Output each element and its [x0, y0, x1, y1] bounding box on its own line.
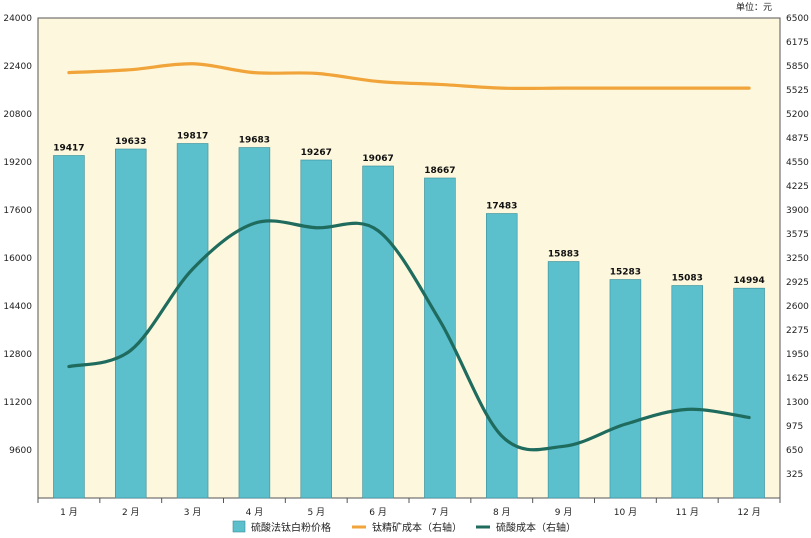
x-tick-label: 9 月: [555, 507, 573, 518]
right-tick-label: 6175: [786, 38, 809, 48]
bar: [671, 285, 704, 499]
unit-label: 单位：元: [736, 1, 772, 13]
bar: [114, 148, 147, 499]
bar-value-label: 15083: [672, 274, 703, 284]
x-tick-label: 12 月: [737, 507, 760, 518]
right-tick-label: 4550: [786, 158, 809, 168]
right-tick-label: 975: [786, 422, 803, 432]
bar-value-label: 19633: [115, 137, 146, 147]
left-tick-label: 16000: [3, 254, 32, 264]
bar-value-label: 19417: [53, 143, 84, 153]
bar-data-labels: 19417 19633 19817 19683 19267 19067 18667 17483…: [53, 131, 764, 286]
left-tick-label: 19200: [3, 158, 32, 168]
right-axis: 325 650 975 1300 1625 1950 2275 2600 2925 3250 357…: [786, 14, 809, 480]
plot-background: [37, 17, 781, 499]
right-tick-label: 1625: [786, 374, 809, 384]
right-tick-label: 650: [786, 446, 803, 456]
right-tick-label: 2925: [786, 278, 809, 288]
bar-value-label: 19683: [239, 136, 270, 146]
x-tick-label: 6 月: [369, 507, 387, 518]
right-tick-label: 2600: [786, 302, 809, 312]
bar-value-label: 19067: [362, 154, 393, 164]
x-tick-label: 5 月: [307, 507, 325, 518]
right-tick-label: 5850: [786, 62, 809, 72]
x-tick-label: 1 月: [60, 507, 78, 518]
bar-value-label: 19267: [301, 148, 332, 158]
bar-series: [53, 143, 765, 499]
x-axis: 1 月 2 月 3 月 4 月 5 月 6 月 7 月 8 月 9 月 10 月 11 月 12 月: [37, 498, 781, 518]
x-tick-label: 10 月: [614, 507, 637, 518]
bar: [238, 147, 271, 499]
titanium-ore-cost-line: [67, 62, 751, 91]
bar: [53, 155, 85, 499]
right-tick-label: 3900: [786, 206, 809, 216]
left-tick-label: 12800: [3, 350, 32, 360]
left-tick-label: 20800: [3, 110, 32, 120]
right-tick-label: 4875: [786, 134, 809, 144]
right-tick-label: 6500: [786, 14, 809, 24]
right-tick-label: 5525: [786, 86, 809, 96]
bar-value-label: 14994: [733, 276, 764, 286]
bar: [300, 159, 333, 499]
x-tick-label: 11 月: [676, 507, 699, 518]
right-tick-label: 1300: [786, 398, 809, 408]
right-tick-label: 325: [786, 470, 803, 480]
bar-value-label: 15283: [610, 268, 641, 278]
x-tick-label: 8 月: [493, 507, 511, 518]
left-tick-label: 24000: [3, 14, 32, 24]
left-tick-label: 11200: [3, 398, 32, 408]
sulfuric-acid-cost-line: [67, 219, 751, 452]
legend-label-acid: 硫酸成本（右轴）: [496, 521, 576, 534]
legend: 硫酸法钛白粉价格 钛精矿成本（右轴） 硫酸成本（右轴）: [232, 520, 576, 534]
bar-value-label: 19817: [177, 131, 208, 141]
bar-value-label: 17483: [486, 202, 517, 212]
left-tick-label: 22400: [3, 62, 32, 72]
right-tick-label: 3575: [786, 230, 809, 240]
left-tick-label: 9600: [9, 446, 32, 456]
bar: [485, 213, 518, 499]
x-tick-label: 2 月: [122, 507, 140, 518]
bar-value-label: 15883: [548, 250, 579, 260]
left-tick-label: 17600: [3, 206, 32, 216]
x-tick-label: 7 月: [431, 507, 449, 518]
legend-swatch-bar: [232, 520, 246, 533]
bar: [609, 279, 642, 499]
legend-label-ore: 钛精矿成本（右轴）: [372, 521, 462, 534]
line-series: [67, 62, 751, 452]
right-tick-label: 2275: [786, 326, 809, 336]
right-tick-label: 1950: [786, 350, 809, 360]
bar: [733, 287, 765, 499]
left-axis: 9600 11200 12800 14400 16000 17600 19200 20800 2…: [3, 14, 32, 456]
x-tick-label: 4 月: [246, 507, 264, 518]
bar-value-label: 18667: [424, 166, 455, 176]
bar: [176, 143, 209, 499]
bar: [547, 261, 580, 499]
x-tick-label: 3 月: [184, 507, 202, 518]
right-tick-label: 3250: [786, 254, 809, 264]
left-tick-label: 14400: [3, 302, 32, 312]
bar: [362, 165, 394, 499]
right-tick-label: 4225: [786, 182, 809, 192]
right-tick-label: 5200: [786, 110, 809, 120]
legend-label-bar: 硫酸法钛白粉价格: [251, 521, 331, 534]
